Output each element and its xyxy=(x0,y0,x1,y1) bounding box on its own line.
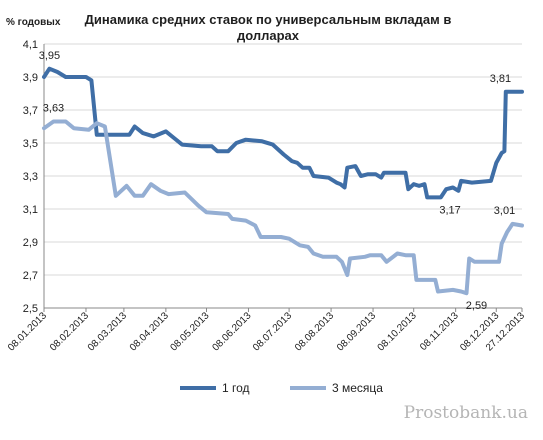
chart-title-line-2: долларах xyxy=(237,28,300,43)
series-line-0 xyxy=(42,66,524,200)
y-tick-label: 3,3 xyxy=(23,171,38,183)
x-tick-label: 08.02.2013 xyxy=(48,310,91,353)
x-tick-label: 08.08.2013 xyxy=(293,310,336,353)
x-tick-label: 08.06.2013 xyxy=(210,310,253,353)
series-lines xyxy=(42,66,524,296)
x-tick-label: 08.09.2013 xyxy=(335,310,378,353)
y-tick-label: 4,1 xyxy=(23,39,38,51)
y-tick-label: 2,5 xyxy=(23,303,38,315)
x-tick-label: 08.04.2013 xyxy=(128,310,171,353)
legend: 1 год 3 месяца xyxy=(180,381,383,395)
watermark-prostobank: Prostobank.ua xyxy=(404,403,528,423)
data-label: 3,63 xyxy=(43,103,64,115)
data-label: 3,95 xyxy=(39,50,60,62)
x-tick-label: 08.10.2013 xyxy=(376,310,419,353)
x-tick-label: 08.07.2013 xyxy=(251,310,294,353)
data-label: 3,17 xyxy=(439,204,460,216)
y-axis-unit-label: % годовых xyxy=(6,17,61,28)
gridlines xyxy=(44,43,522,309)
data-label: 3,81 xyxy=(490,73,511,85)
x-tick-label: 08.03.2013 xyxy=(86,310,129,353)
data-label: 2,59 xyxy=(466,300,487,312)
data-label: 3,01 xyxy=(494,205,515,217)
legend-label-3-months: 3 месяца xyxy=(332,381,383,395)
legend-label-1-year: 1 год xyxy=(222,381,250,395)
x-tick-label: 08.01.2013 xyxy=(6,310,49,353)
y-tick-label: 2,7 xyxy=(23,270,38,282)
y-tick-label: 3,9 xyxy=(23,72,38,84)
y-tick-label: 3,5 xyxy=(23,138,38,150)
x-tick-label: 08.05.2013 xyxy=(168,310,211,353)
series-line-1 xyxy=(42,119,524,296)
y-tick-label: 3,1 xyxy=(23,204,38,216)
chart-title-line-1: Динамика средних ставок по универсальным… xyxy=(85,12,452,27)
x-tick-label: 08.11.2013 xyxy=(418,310,461,353)
data-labels: 3,95 3,17 3,81 3,63 2,59 3,01 xyxy=(39,50,516,312)
axes: 2,52,72,93,13,33,53,73,94,108.01.201308.… xyxy=(6,39,527,354)
y-tick-label: 2,9 xyxy=(23,237,38,249)
y-tick-label: 3,7 xyxy=(23,105,38,117)
